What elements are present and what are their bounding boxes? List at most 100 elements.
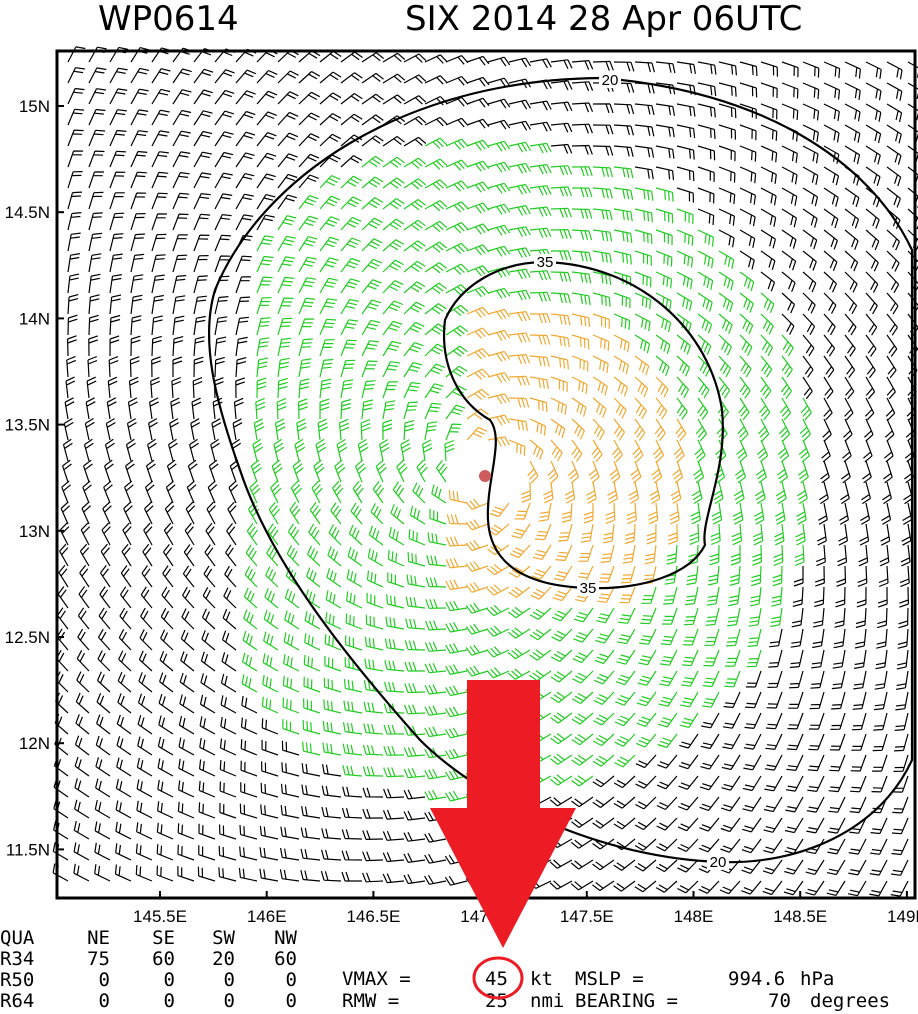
wind-barb (392, 481, 405, 504)
wind-barb (634, 313, 651, 332)
wind-barb (190, 418, 201, 441)
wind-barb (764, 754, 783, 771)
wind-barb (670, 481, 682, 505)
table-cell: R50 (0, 969, 34, 991)
wind-barb (107, 376, 118, 399)
wind-barb (529, 142, 552, 154)
wind-barb (321, 828, 342, 840)
wind-barb (617, 628, 636, 645)
wind-barb (571, 187, 593, 198)
wind-barb (676, 271, 693, 290)
wind-barb (605, 502, 616, 524)
wind-barb (151, 335, 162, 357)
wind-barb (100, 565, 111, 588)
wind-barb (403, 115, 427, 126)
wind-barb (383, 767, 405, 778)
wind-barb (626, 502, 637, 525)
wind-barb (697, 187, 715, 204)
wind-barb (728, 586, 741, 607)
wind-barb (571, 60, 594, 70)
wind-barb (870, 838, 888, 855)
wind-barb (298, 358, 312, 378)
wind-barb (634, 271, 652, 288)
wind-barb (676, 61, 696, 75)
wind-barb (664, 565, 678, 585)
wind-barb (330, 502, 342, 525)
wind-barb (899, 565, 910, 588)
wind-barb (634, 376, 649, 398)
wind-barb (487, 350, 511, 362)
wind-barb (210, 438, 220, 462)
wind-barb (613, 166, 634, 179)
wind-barb (151, 254, 166, 273)
stats: VMAX = 45 kt MSLP = 994.6 hPa RMW = 25 n… (342, 968, 890, 1012)
wind-barb (655, 271, 673, 289)
wind-barb (403, 810, 426, 821)
wind-barb (243, 587, 258, 609)
wind-barb (361, 176, 384, 189)
wind-barb (424, 832, 447, 843)
wind-barb (739, 313, 754, 335)
wind-barb (67, 314, 78, 336)
mslp: 994.6 (728, 968, 785, 990)
wind-barb (287, 523, 300, 546)
wind-barb (256, 317, 271, 336)
wind-barb (382, 156, 405, 168)
wind-barb (129, 356, 140, 378)
wind-barb (172, 151, 191, 168)
wind-barb (592, 292, 611, 307)
wind-barb (172, 274, 187, 294)
wind-barb (298, 338, 313, 357)
wind-barb (106, 397, 117, 420)
wind-barb (739, 208, 756, 227)
wind-barb (571, 81, 594, 92)
wind-barb (465, 498, 489, 510)
wind-barb (739, 145, 757, 162)
wind-barb (571, 733, 594, 746)
wind-barb (403, 321, 425, 336)
wind-barb (682, 628, 699, 646)
wind-barb (598, 565, 615, 583)
wind-barb (186, 480, 197, 504)
wind-barb (869, 859, 888, 876)
wind-barb (731, 523, 742, 546)
wind-barb (340, 72, 363, 84)
wind-barb (256, 357, 269, 378)
wind-barb (341, 807, 363, 819)
wind-barb (361, 135, 384, 147)
wind-barb (319, 378, 332, 399)
wind-barb (874, 670, 888, 690)
wind-barb (508, 439, 526, 456)
wind-barb (363, 680, 384, 693)
wind-barb (225, 544, 237, 567)
wind-barb (714, 460, 726, 484)
wind-barb (403, 831, 426, 842)
wind-barb (96, 692, 111, 714)
wind-barb (764, 775, 783, 792)
wind-barb (151, 233, 167, 252)
wind-barb (773, 544, 784, 566)
wind-barb (87, 355, 98, 378)
wind-barb (781, 82, 799, 99)
wind-barb (613, 859, 636, 871)
wind-barb (298, 236, 318, 252)
wind-barb (900, 544, 911, 567)
wind-barb (193, 193, 211, 210)
wind-barb (635, 754, 657, 769)
wind-barb (193, 68, 214, 84)
wind-barb (805, 880, 825, 896)
wind-barb (151, 213, 168, 231)
wind-barb (172, 213, 189, 231)
wind-barb (445, 222, 469, 234)
wind-barb (592, 733, 615, 747)
wind-barb (343, 700, 363, 714)
wind-barb (899, 586, 909, 608)
wind-barb (200, 673, 216, 693)
wind-barb (823, 61, 841, 79)
wind-barb (532, 544, 552, 560)
wind-barb (711, 502, 723, 525)
vmax-label: VMAX = (342, 968, 411, 990)
wind-barb (788, 670, 804, 689)
